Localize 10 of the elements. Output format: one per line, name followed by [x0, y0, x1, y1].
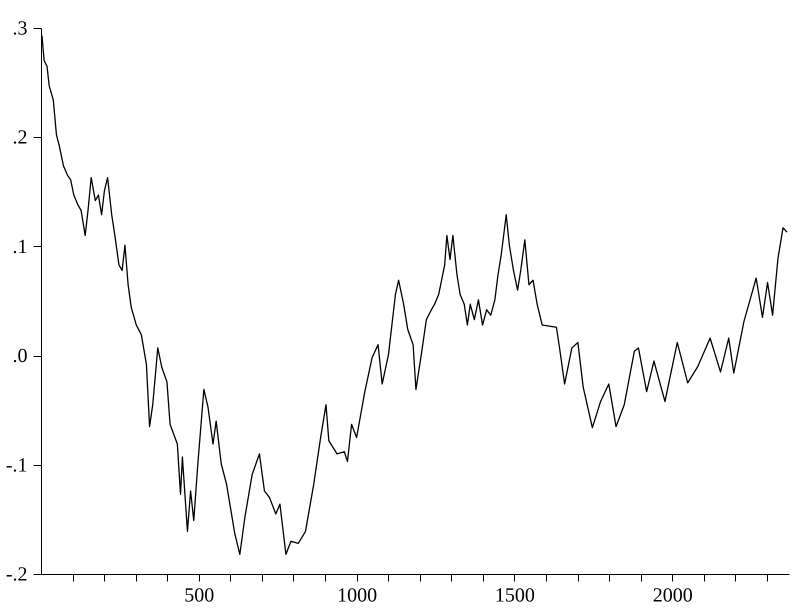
- y-tick-label: .3: [12, 18, 28, 40]
- x-tick-label: 500: [184, 584, 214, 606]
- x-tick-label: 1500: [494, 584, 535, 606]
- x-tick-label: 1000: [337, 584, 378, 606]
- y-tick-label: -.2: [6, 564, 28, 586]
- y-tick-label: .0: [12, 345, 28, 368]
- x-tick-label: 2000: [652, 584, 693, 606]
- y-tick-label: -.1: [6, 454, 28, 476]
- y-tick-label: .2: [12, 126, 28, 149]
- y-tick-label: .1: [12, 236, 28, 258]
